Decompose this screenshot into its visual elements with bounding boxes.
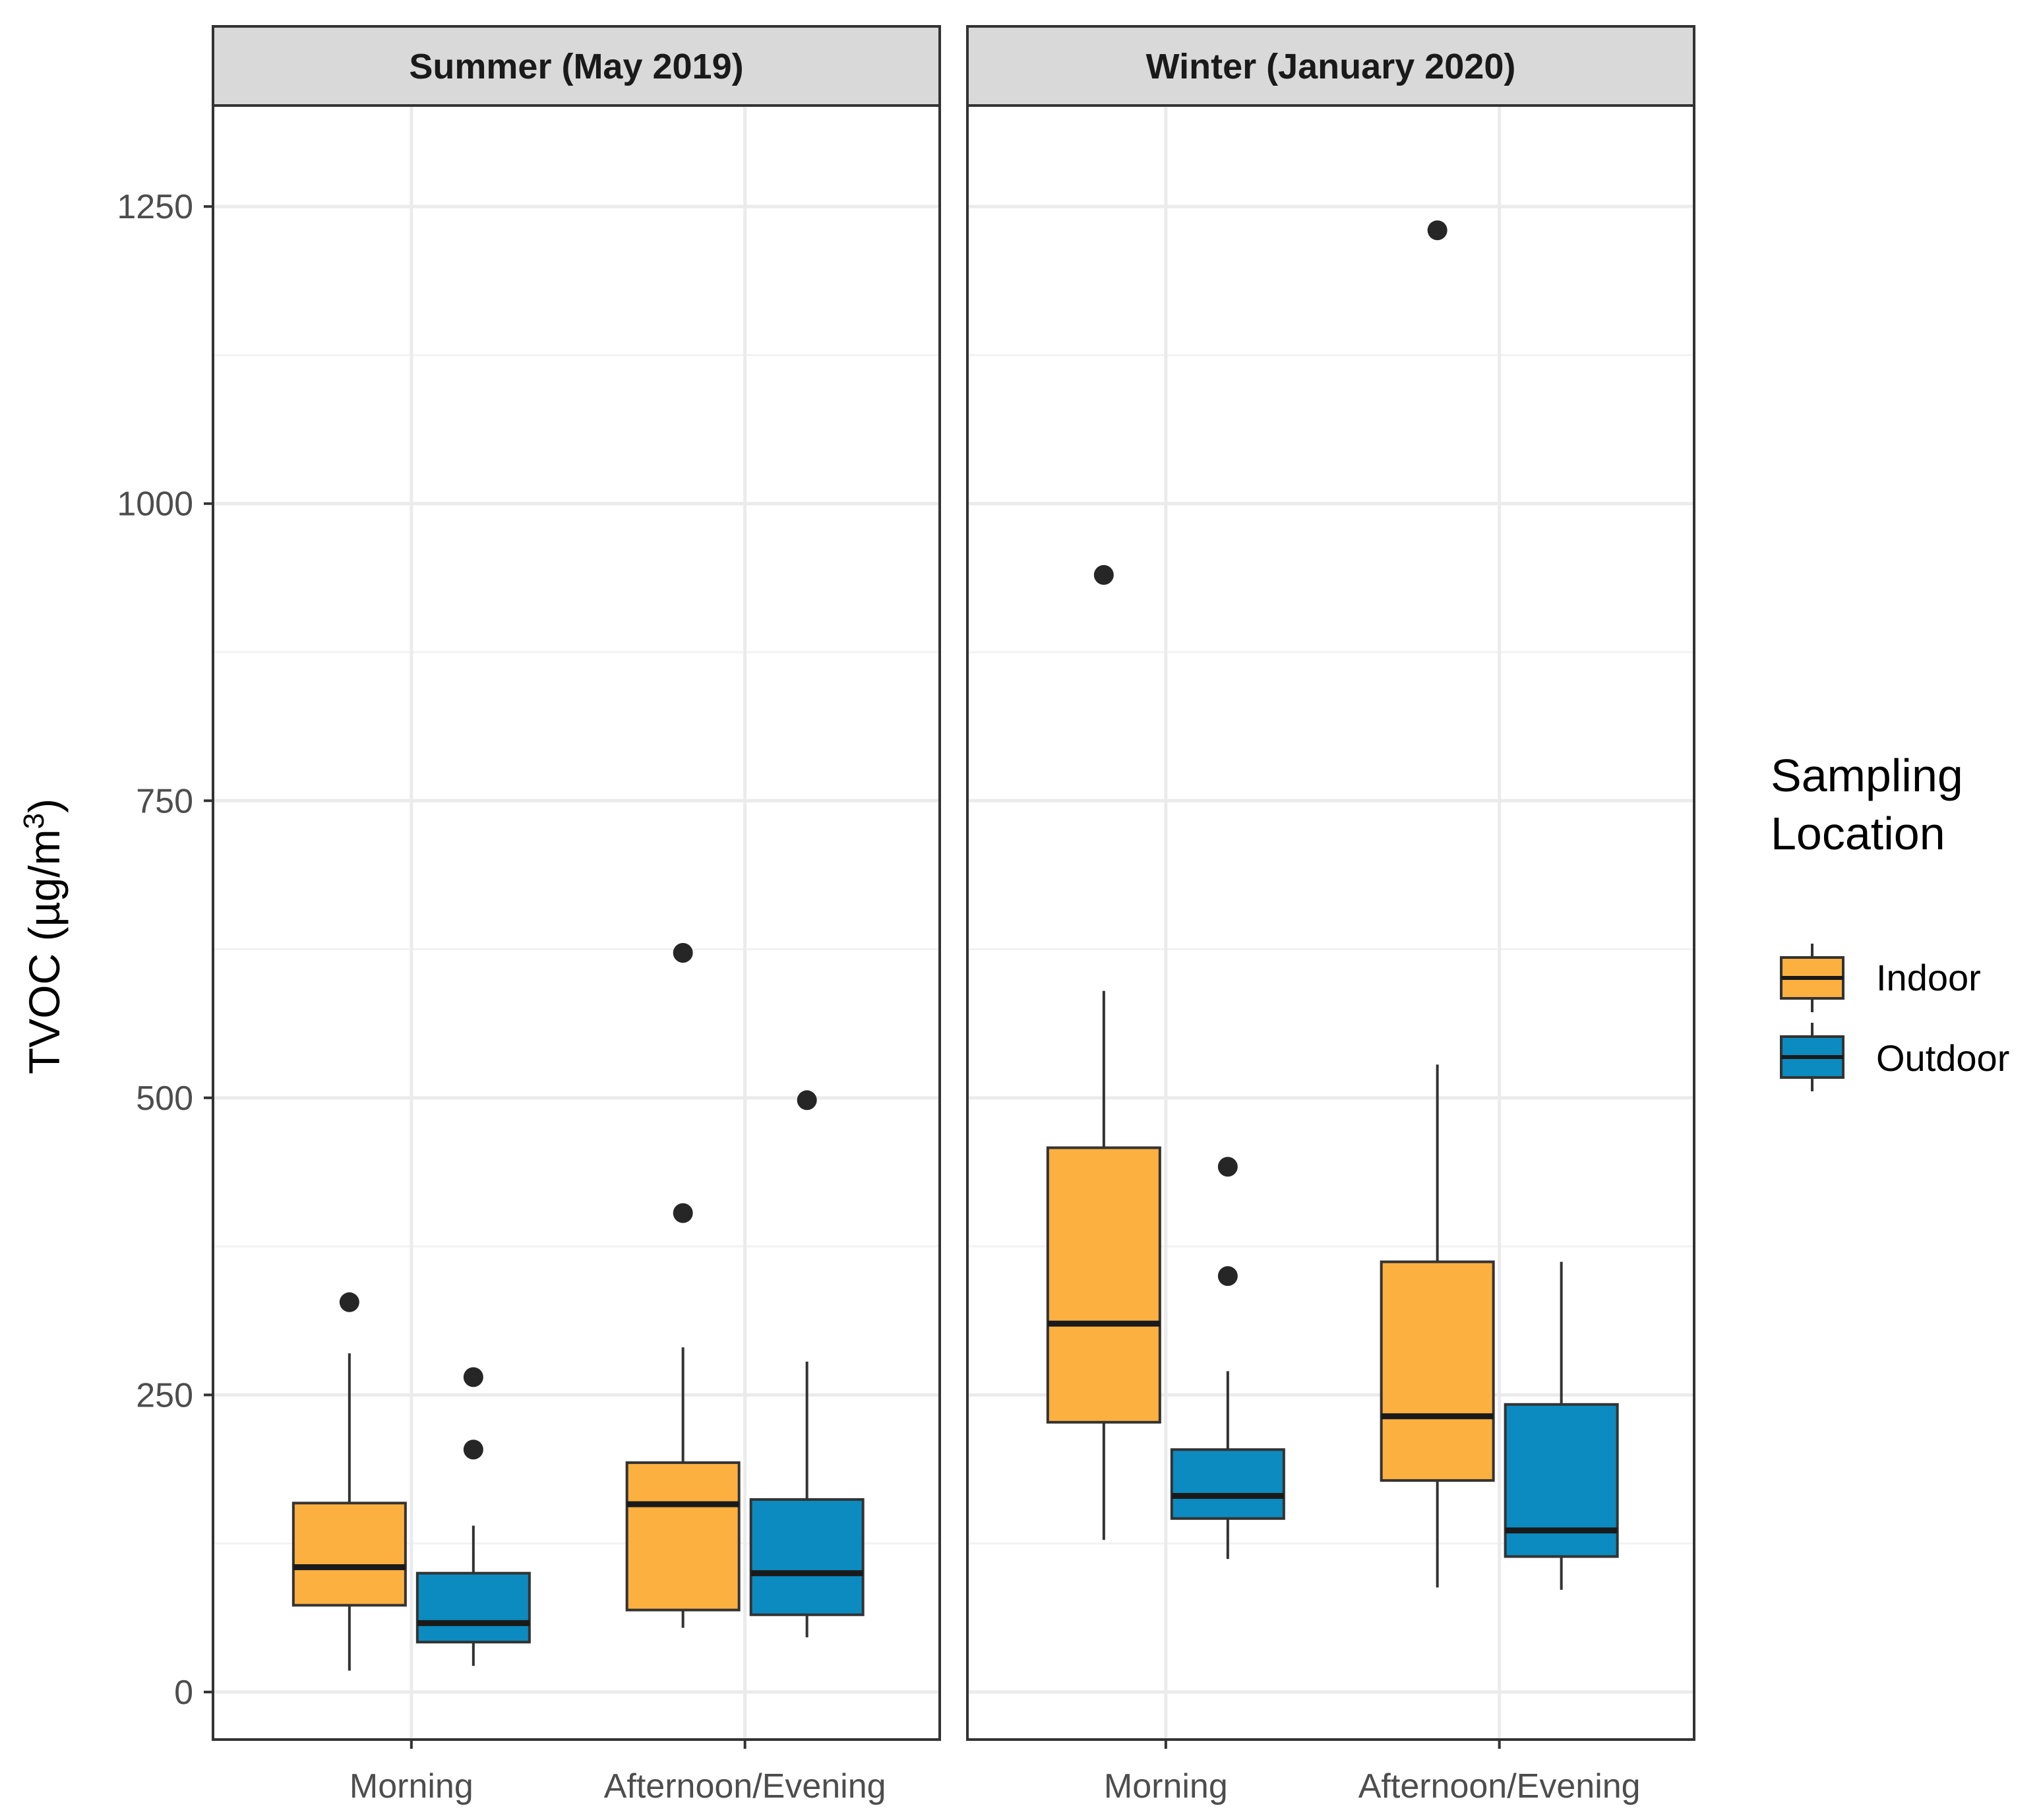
y-tick-label: 1250 bbox=[117, 188, 193, 226]
box-0-morning-indoor bbox=[291, 1292, 407, 1671]
legend-keys bbox=[1780, 944, 1844, 1091]
x-tick-label: Morning bbox=[350, 1767, 473, 1805]
strip-background bbox=[212, 25, 941, 107]
box-0-afternoon-evening-indoor bbox=[625, 942, 741, 1628]
legend-title-line-2: Location bbox=[1771, 808, 1945, 859]
y-axis-title-close: ) bbox=[20, 799, 69, 813]
iqr-box bbox=[749, 1498, 865, 1616]
iqr-box bbox=[1046, 1146, 1161, 1424]
legend-label-indoor: Indoor bbox=[1876, 957, 1981, 998]
box-1-morning-outdoor bbox=[1170, 1157, 1285, 1560]
panel-0: Summer (May 2019) Morning Afternoon/Evenin… bbox=[212, 25, 941, 1805]
legend: Sampling Location Indoor Outdoor bbox=[1771, 750, 2009, 1091]
legend-key-outdoor bbox=[1780, 1023, 1844, 1091]
x-tick-label: Afternoon/Evening bbox=[1358, 1767, 1641, 1805]
iqr-box bbox=[291, 1502, 407, 1607]
y-tick-label: 250 bbox=[136, 1376, 193, 1414]
y-tick-label: 500 bbox=[136, 1079, 193, 1118]
outlier-point bbox=[1093, 564, 1114, 585]
legend-title-line-1: Sampling bbox=[1771, 750, 1963, 801]
y-tick-label: 750 bbox=[136, 782, 193, 820]
iqr-box bbox=[625, 1461, 741, 1612]
panels-layer: Summer (May 2019) Morning Afternoon/Evenin… bbox=[117, 25, 1695, 1805]
box-1-afternoon-evening-indoor bbox=[1380, 220, 1495, 1588]
iqr-box bbox=[1380, 1260, 1495, 1482]
outlier-point bbox=[463, 1367, 483, 1387]
box-1-morning-indoor bbox=[1046, 564, 1161, 1540]
outlier-point bbox=[463, 1440, 483, 1460]
outlier-point bbox=[673, 1203, 693, 1223]
panel-background bbox=[213, 106, 940, 1740]
y-axis-title: TVOC (µg/m3) bbox=[18, 799, 69, 1074]
outlier-point bbox=[1427, 220, 1447, 241]
strip-background bbox=[966, 25, 1695, 107]
strip-title: Summer (May 2019) bbox=[409, 47, 743, 86]
outlier-point bbox=[1217, 1266, 1238, 1287]
y-axis-title-main: TVOC (µg/m bbox=[20, 829, 69, 1074]
box-0-morning-outdoor bbox=[415, 1367, 531, 1666]
iqr-box bbox=[1504, 1403, 1619, 1558]
y-tick-label: 0 bbox=[174, 1674, 193, 1712]
panel-1: Winter (January 2020) Morning Afternoon/Ev… bbox=[966, 25, 1695, 1805]
box-0-afternoon-evening-outdoor bbox=[749, 1090, 865, 1638]
box-1-afternoon-evening-outdoor bbox=[1504, 1261, 1619, 1590]
outlier-point bbox=[673, 942, 693, 963]
strip-title: Winter (January 2020) bbox=[1146, 47, 1516, 86]
x-tick-label: Morning bbox=[1104, 1767, 1228, 1805]
x-tick-label: Afternoon/Evening bbox=[604, 1767, 886, 1805]
outlier-point bbox=[339, 1292, 359, 1312]
legend-key-indoor bbox=[1780, 944, 1844, 1012]
legend-label-outdoor: Outdoor bbox=[1876, 1037, 2009, 1079]
outlier-point bbox=[797, 1090, 817, 1110]
iqr-box bbox=[1170, 1448, 1285, 1520]
y-axis-title-superscript: 3 bbox=[18, 813, 50, 829]
outlier-point bbox=[1217, 1157, 1238, 1177]
iqr-box bbox=[415, 1571, 531, 1644]
y-tick-label: 1000 bbox=[117, 485, 193, 524]
